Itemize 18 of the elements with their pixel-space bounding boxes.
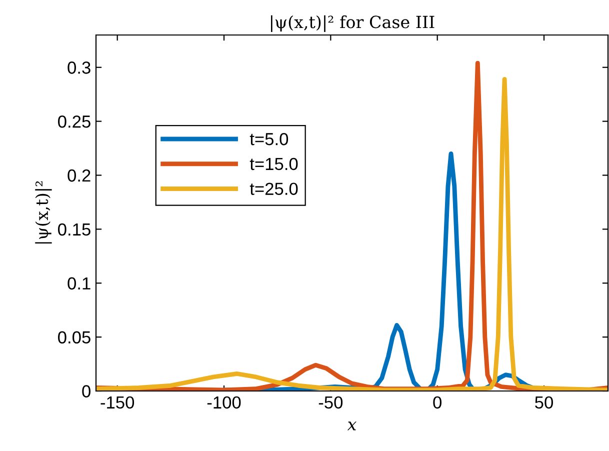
legend-label: t=5.0	[250, 132, 288, 146]
y-tick-label: 0.05	[58, 331, 90, 344]
legend-label: t=15.0	[250, 158, 298, 170]
y-axis-title: |ψ(x,t)|²	[35, 181, 52, 244]
x-tick-label: -50	[318, 396, 343, 409]
chart-title: |ψ(x,t)|² for Case III	[271, 15, 434, 32]
x-axis-title: x	[347, 422, 356, 430]
y-tick-label: 0.1	[68, 277, 90, 290]
y-tick-label: 0.3	[68, 62, 90, 74]
x-tick-label: -150	[100, 396, 134, 409]
y-tick-label: 0.15	[58, 223, 90, 236]
y-tick-label: 0	[82, 385, 90, 398]
x-tick-label: 50	[535, 396, 553, 409]
legend-label: t=25.0	[250, 182, 298, 195]
x-tick-label: 0	[433, 396, 442, 409]
x-tick-label: -100	[207, 396, 241, 409]
y-tick-label: 0.25	[58, 115, 90, 128]
y-tick-label: 0.2	[68, 169, 90, 182]
